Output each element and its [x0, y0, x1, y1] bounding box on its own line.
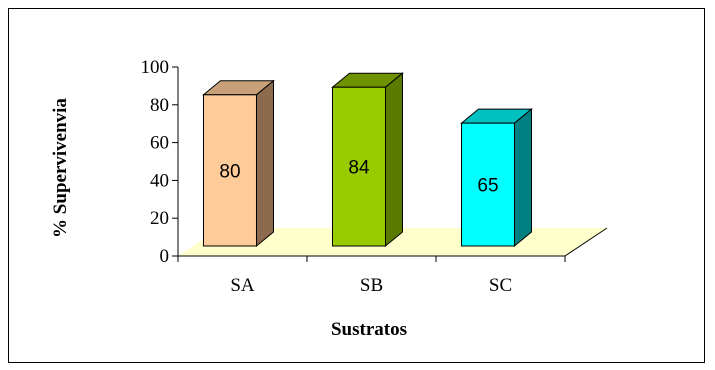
- x-tick-label: SB: [360, 275, 383, 296]
- y-tick-label: 0: [160, 246, 170, 267]
- x-tick-label: SA: [230, 275, 255, 296]
- bar-sc: [460, 108, 533, 248]
- bar-front-face: [460, 122, 515, 247]
- bar-front-face: [331, 86, 386, 247]
- data-label: 84: [348, 158, 370, 179]
- data-label: 65: [477, 176, 498, 197]
- y-tick-label: 80: [150, 95, 169, 116]
- y-tick-label: 60: [150, 133, 169, 154]
- y-tick-label: 40: [150, 170, 169, 191]
- bar-front-face: [202, 94, 257, 247]
- x-tick-label: SC: [489, 275, 512, 296]
- bar-sa: [202, 79, 275, 248]
- y-tick-label: 100: [141, 57, 170, 78]
- y-tick-label: 20: [150, 208, 169, 229]
- floor-edge: [564, 227, 608, 257]
- x-axis-title: Sustratos: [331, 319, 407, 340]
- data-label: 80: [219, 161, 240, 182]
- bar-side-face: [255, 79, 274, 248]
- bar-side-face: [384, 72, 403, 248]
- bar-sb: [331, 72, 404, 248]
- bar-side-face: [513, 108, 532, 248]
- y-axis-title: % Supervivenvia: [50, 98, 71, 238]
